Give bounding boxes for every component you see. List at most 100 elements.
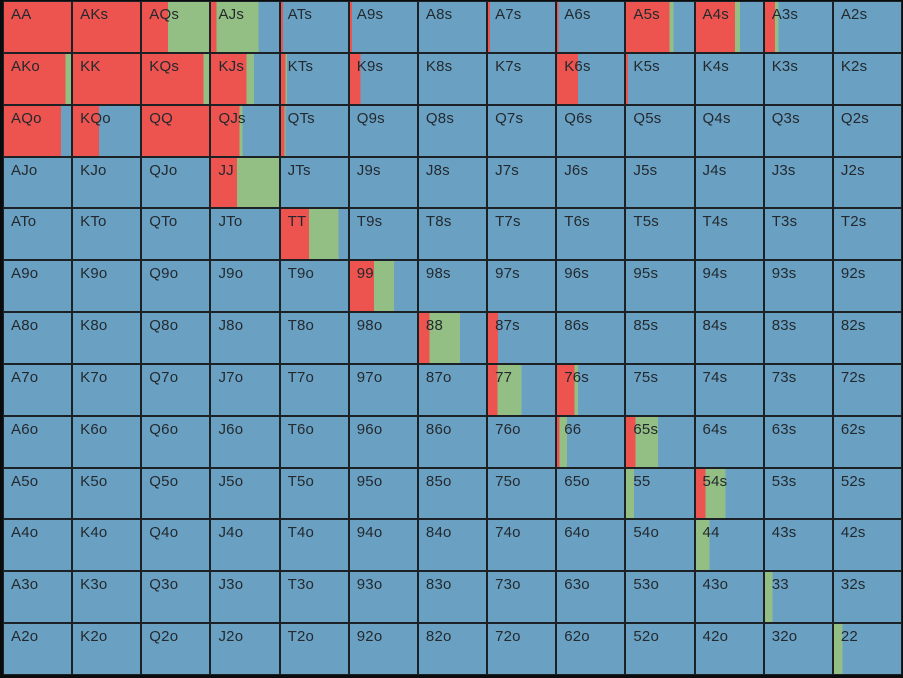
hand-cell[interactable]: Q2o <box>141 623 211 675</box>
hand-cell[interactable]: T7s <box>487 208 557 261</box>
hand-cell[interactable]: A7s <box>487 1 557 53</box>
hand-cell[interactable]: KJo <box>72 156 142 209</box>
hand-cell[interactable]: K6o <box>72 415 142 468</box>
hand-cell[interactable]: T9o <box>279 260 349 313</box>
hand-cell[interactable]: 93s <box>763 260 833 313</box>
hand-cell[interactable]: 99 <box>348 260 418 313</box>
hand-cell[interactable]: 72o <box>487 623 557 675</box>
hand-cell[interactable]: KQo <box>72 104 142 157</box>
hand-cell[interactable]: T2s <box>832 208 902 261</box>
hand-cell[interactable]: J8o <box>210 312 280 364</box>
hand-cell[interactable]: 85o <box>417 467 488 520</box>
hand-cell[interactable]: 52s <box>832 467 902 520</box>
hand-cell[interactable]: 32s <box>832 571 902 624</box>
hand-cell[interactable]: J5o <box>210 467 280 520</box>
hand-cell[interactable]: 44 <box>694 519 764 572</box>
hand-cell[interactable]: ATo <box>3 208 73 261</box>
hand-cell[interactable]: 82s <box>832 312 902 364</box>
hand-cell[interactable]: K6s <box>556 52 626 105</box>
hand-cell[interactable]: J9s <box>348 156 418 209</box>
hand-cell[interactable]: AJo <box>3 156 73 209</box>
hand-cell[interactable]: 96s <box>556 260 626 313</box>
hand-cell[interactable]: T6o <box>279 415 349 468</box>
hand-cell[interactable]: T6s <box>556 208 626 261</box>
hand-cell[interactable]: 82o <box>417 623 488 675</box>
hand-cell[interactable]: 95s <box>625 260 695 313</box>
hand-cell[interactable]: Q7s <box>487 104 557 157</box>
hand-cell[interactable]: QJo <box>141 156 211 209</box>
hand-cell[interactable]: 83o <box>417 571 488 624</box>
hand-cell[interactable]: Q7o <box>141 363 211 416</box>
hand-cell[interactable]: 64o <box>556 519 626 572</box>
hand-cell[interactable]: 52o <box>625 623 695 675</box>
hand-cell[interactable]: K4o <box>72 519 142 572</box>
hand-cell[interactable]: 97s <box>487 260 557 313</box>
hand-cell[interactable]: AA <box>3 1 73 53</box>
hand-cell[interactable]: J3s <box>763 156 833 209</box>
hand-cell[interactable]: J6s <box>556 156 626 209</box>
hand-cell[interactable]: 87s <box>487 312 557 364</box>
hand-cell[interactable]: A8o <box>3 312 73 364</box>
hand-cell[interactable]: T5o <box>279 467 349 520</box>
hand-cell[interactable]: 83s <box>763 312 833 364</box>
hand-cell[interactable]: KK <box>72 52 142 105</box>
hand-cell[interactable]: 53s <box>763 467 833 520</box>
hand-cell[interactable]: 62o <box>556 623 626 675</box>
hand-cell[interactable]: A3s <box>763 1 833 53</box>
hand-cell[interactable]: J2s <box>832 156 902 209</box>
hand-cell[interactable]: T8s <box>417 208 488 261</box>
hand-cell[interactable]: 84s <box>694 312 764 364</box>
hand-cell[interactable]: KTo <box>72 208 142 261</box>
hand-cell[interactable]: 77 <box>487 363 557 416</box>
hand-cell[interactable]: 42o <box>694 623 764 675</box>
hand-cell[interactable]: 86s <box>556 312 626 364</box>
hand-cell[interactable]: K8s <box>417 52 488 105</box>
hand-cell[interactable]: A3o <box>3 571 73 624</box>
hand-cell[interactable]: A9o <box>3 260 73 313</box>
hand-cell[interactable]: 84o <box>417 519 488 572</box>
hand-cell[interactable]: T2o <box>279 623 349 675</box>
hand-cell[interactable]: 66 <box>556 415 626 468</box>
hand-cell[interactable]: 76o <box>487 415 557 468</box>
hand-cell[interactable]: K7o <box>72 363 142 416</box>
hand-cell[interactable]: 98s <box>417 260 488 313</box>
hand-cell[interactable]: 43s <box>763 519 833 572</box>
hand-cell[interactable]: 95o <box>348 467 418 520</box>
hand-cell[interactable]: 87o <box>417 363 488 416</box>
hand-cell[interactable]: A6s <box>556 1 626 53</box>
hand-cell[interactable]: 64s <box>694 415 764 468</box>
hand-cell[interactable]: AQo <box>3 104 73 157</box>
hand-cell[interactable]: 94o <box>348 519 418 572</box>
hand-cell[interactable]: 22 <box>832 623 902 675</box>
hand-cell[interactable]: K8o <box>72 312 142 364</box>
hand-cell[interactable]: QTs <box>279 104 349 157</box>
hand-cell[interactable]: J4o <box>210 519 280 572</box>
hand-cell[interactable]: A2s <box>832 1 902 53</box>
hand-cell[interactable]: J9o <box>210 260 280 313</box>
hand-cell[interactable]: AQs <box>141 1 211 53</box>
hand-cell[interactable]: K7s <box>487 52 557 105</box>
hand-cell[interactable]: Q3o <box>141 571 211 624</box>
hand-cell[interactable]: Q2s <box>832 104 902 157</box>
hand-cell[interactable]: 92o <box>348 623 418 675</box>
hand-cell[interactable]: K9s <box>348 52 418 105</box>
hand-cell[interactable]: 85s <box>625 312 695 364</box>
hand-cell[interactable]: 88 <box>417 312 488 364</box>
hand-cell[interactable]: T5s <box>625 208 695 261</box>
hand-cell[interactable]: 94s <box>694 260 764 313</box>
hand-cell[interactable]: T7o <box>279 363 349 416</box>
hand-cell[interactable]: AKs <box>72 1 142 53</box>
hand-cell[interactable]: 72s <box>832 363 902 416</box>
hand-cell[interactable]: A2o <box>3 623 73 675</box>
hand-cell[interactable]: Q3s <box>763 104 833 157</box>
hand-cell[interactable]: T4s <box>694 208 764 261</box>
hand-cell[interactable]: A4o <box>3 519 73 572</box>
hand-cell[interactable]: JTs <box>279 156 349 209</box>
hand-cell[interactable]: 55 <box>625 467 695 520</box>
hand-cell[interactable]: Q8o <box>141 312 211 364</box>
hand-cell[interactable]: Q6o <box>141 415 211 468</box>
hand-cell[interactable]: QQ <box>141 104 211 157</box>
hand-cell[interactable]: Q5s <box>625 104 695 157</box>
hand-cell[interactable]: K5s <box>625 52 695 105</box>
hand-cell[interactable]: Q4s <box>694 104 764 157</box>
